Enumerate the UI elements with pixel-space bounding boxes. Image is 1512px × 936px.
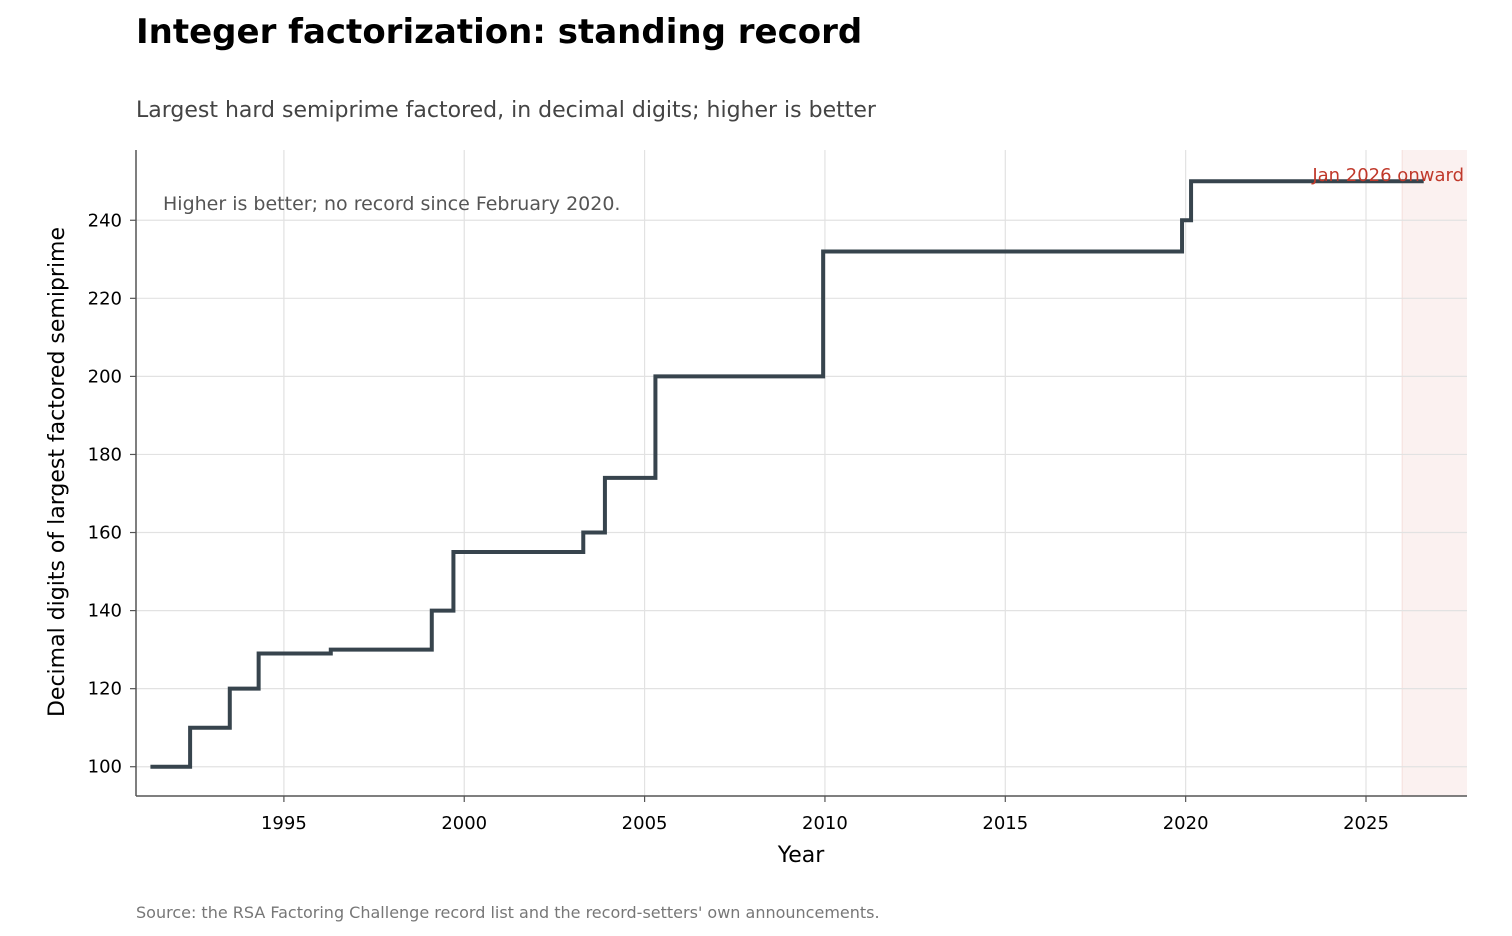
- y-tick-label: 220: [88, 288, 122, 309]
- x-tick-label: 2010: [802, 813, 848, 834]
- y-tick-label: 240: [88, 210, 122, 231]
- y-axis-title: Decimal digits of largest factored semip…: [45, 227, 70, 717]
- y-tick-label: 180: [88, 444, 122, 465]
- x-axis-title: Year: [777, 843, 826, 868]
- chart-subtitle: Largest hard semiprime factored, in deci…: [136, 98, 876, 123]
- label-layer: Higher is better; no record since Februa…: [45, 165, 1464, 868]
- x-tick-label: 2000: [441, 813, 487, 834]
- axes-layer: 1995 2000 2005 2010 2015 2020 2025 100 120 140 160…: [88, 150, 1467, 834]
- x-tick-label: 2025: [1343, 813, 1389, 834]
- shaded-region-layer: [1401, 150, 1467, 796]
- chart-source-note: Source: the RSA Factoring Challenge reco…: [136, 903, 880, 922]
- x-tick-label: 1995: [261, 813, 307, 834]
- line-chart: 1995 2000 2005 2010 2015 2020 2025 100 120 140 160…: [45, 150, 1467, 868]
- y-tick-label: 200: [88, 366, 122, 387]
- series-line-0: [150, 179, 1424, 769]
- y-tick-label: 120: [88, 679, 122, 700]
- y-tick-label: 140: [88, 601, 122, 622]
- series-layer: [150, 179, 1424, 769]
- y-tick-label: 160: [88, 523, 122, 544]
- x-tick-label: 2020: [1163, 813, 1209, 834]
- chart-annotation: Higher is better; no record since Februa…: [163, 193, 620, 215]
- shaded-region: [1402, 150, 1467, 796]
- x-tick-label: 2015: [982, 813, 1028, 834]
- y-tick-label: 100: [88, 757, 122, 778]
- x-tick-label: 2005: [622, 813, 668, 834]
- shaded-region-label: Jan 2026 onward: [1311, 165, 1464, 186]
- grid-layer: [136, 150, 1467, 796]
- chart-title: Integer factorization: standing record: [136, 12, 863, 52]
